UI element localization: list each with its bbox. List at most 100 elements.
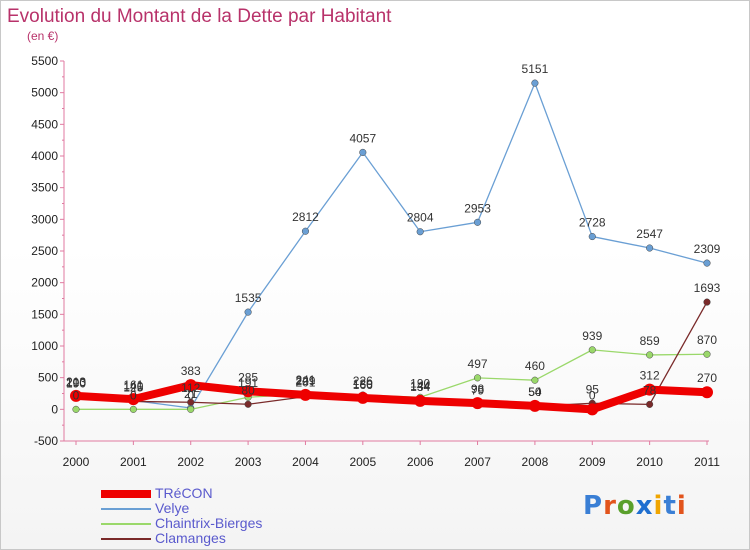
data-label-1: 2953 — [464, 201, 491, 215]
data-label-0: 180 — [353, 377, 373, 391]
data-label-2: 870 — [697, 333, 717, 347]
y-tick-label: 2000 — [31, 276, 58, 290]
data-label-3: 144 — [410, 379, 430, 393]
series-point-0 — [471, 397, 484, 410]
series-point-3 — [646, 400, 654, 408]
series-point-2 — [646, 351, 654, 359]
series-point-0 — [414, 394, 427, 407]
y-tick-label: 0 — [51, 402, 58, 416]
series-point-1 — [301, 227, 310, 235]
data-label-0: 312 — [640, 369, 660, 383]
series-point-1 — [416, 228, 424, 236]
data-label-1: 1535 — [235, 291, 262, 305]
data-label-3: 1693 — [694, 281, 721, 295]
x-tick-label: 2008 — [522, 455, 549, 469]
data-label-3: 112 — [181, 381, 200, 395]
series-point-0 — [586, 403, 599, 416]
series-point-3 — [703, 298, 711, 306]
data-label-2: 859 — [640, 334, 660, 348]
series-point-2 — [588, 346, 596, 354]
data-label-1: 4057 — [349, 131, 376, 145]
logo-letter: x — [635, 491, 654, 521]
series-point-0 — [356, 391, 369, 404]
series-point-2 — [703, 350, 711, 358]
series-point-3 — [244, 400, 252, 408]
legend-swatch-trecon — [101, 490, 151, 498]
logo-letter: o — [616, 491, 636, 521]
legend-label-velye: Velye — [155, 500, 190, 516]
data-label-0: 270 — [697, 371, 717, 385]
series-point-2 — [129, 405, 137, 413]
series-point-2 — [187, 405, 195, 413]
legend-label-chaintrix-bierges: Chaintrix-Bierges — [155, 515, 263, 531]
data-label-2: 939 — [582, 329, 602, 343]
logo-letter: P — [583, 491, 604, 521]
series-point-0 — [643, 383, 656, 396]
data-label-0: 98 — [471, 382, 485, 396]
chart-subtitle: (en €) — [27, 29, 59, 43]
data-label-1: 200 — [66, 376, 86, 390]
y-tick-label: 5500 — [31, 54, 58, 68]
data-label-2: 0 — [130, 388, 137, 402]
series-point-0 — [127, 393, 140, 406]
data-label-0: 0 — [589, 388, 596, 402]
legend-item-velye: Velye — [101, 501, 361, 516]
x-tick-label: 2011 — [694, 455, 720, 469]
series-point-2 — [531, 376, 539, 384]
series-point-2 — [473, 374, 482, 382]
data-label-1: 140 — [123, 379, 143, 393]
y-tick-label: 1000 — [31, 339, 58, 353]
legend-label-clamanges: Clamanges — [155, 530, 226, 546]
series-point-1 — [703, 259, 711, 267]
data-label-2: 190 — [410, 376, 430, 390]
data-label-1: 21 — [184, 387, 198, 401]
data-label-0: 383 — [181, 364, 201, 378]
legend-item-clamanges: Clamanges — [101, 531, 361, 546]
series-point-0 — [184, 379, 197, 392]
data-label-3: 50 — [528, 385, 542, 399]
data-label-2: 0 — [73, 388, 80, 402]
series-point-0 — [242, 385, 255, 398]
x-tick-label: 2010 — [636, 455, 663, 469]
series-point-1 — [646, 244, 654, 252]
x-tick-label: 2002 — [177, 455, 204, 469]
legend-swatch-clamanges — [101, 538, 151, 540]
data-label-1: 2547 — [636, 227, 663, 241]
x-tick-label: 2007 — [464, 455, 491, 469]
legend-label-trecon: TRéCON — [155, 485, 213, 501]
y-tick-label: 3500 — [31, 181, 58, 195]
data-label-0: 54 — [528, 385, 542, 399]
data-label-1: 5151 — [522, 62, 549, 76]
data-label-0: 134 — [410, 380, 430, 394]
data-label-3: 166 — [353, 378, 373, 392]
logo-letter: r — [603, 491, 617, 521]
logo-letter: i — [676, 491, 687, 521]
data-label-0: 229 — [295, 374, 315, 388]
data-label-3: 95 — [586, 382, 600, 396]
data-label-2: 226 — [353, 374, 373, 388]
data-label-2: 191 — [238, 376, 258, 390]
x-tick-label: 2003 — [235, 455, 262, 469]
data-label-3: 190 — [66, 376, 86, 390]
data-label-3: 78 — [643, 383, 657, 397]
legend-item-trecon: TRéCON — [101, 486, 361, 501]
series-point-3 — [187, 398, 195, 406]
proxiti-logo: Proxiti — [583, 491, 687, 521]
y-tick-label: 500 — [38, 371, 58, 385]
data-label-3: 79 — [471, 383, 485, 397]
y-tick-label: 4500 — [31, 117, 58, 131]
series-point-2 — [72, 405, 80, 413]
x-tick-label: 2001 — [120, 455, 147, 469]
series-line-0 — [72, 381, 711, 414]
y-tick-label: 2500 — [31, 244, 58, 258]
x-tick-label: 2005 — [349, 455, 376, 469]
data-label-2: 241 — [295, 373, 315, 387]
series-point-0 — [70, 389, 82, 402]
chart-title: Evolution du Montant de la Dette par Hab… — [7, 6, 392, 27]
x-tick-label: 2004 — [292, 455, 319, 469]
data-label-0: 285 — [238, 370, 258, 384]
data-label-2: 0 — [187, 388, 194, 402]
data-label-1: 2728 — [579, 216, 606, 230]
